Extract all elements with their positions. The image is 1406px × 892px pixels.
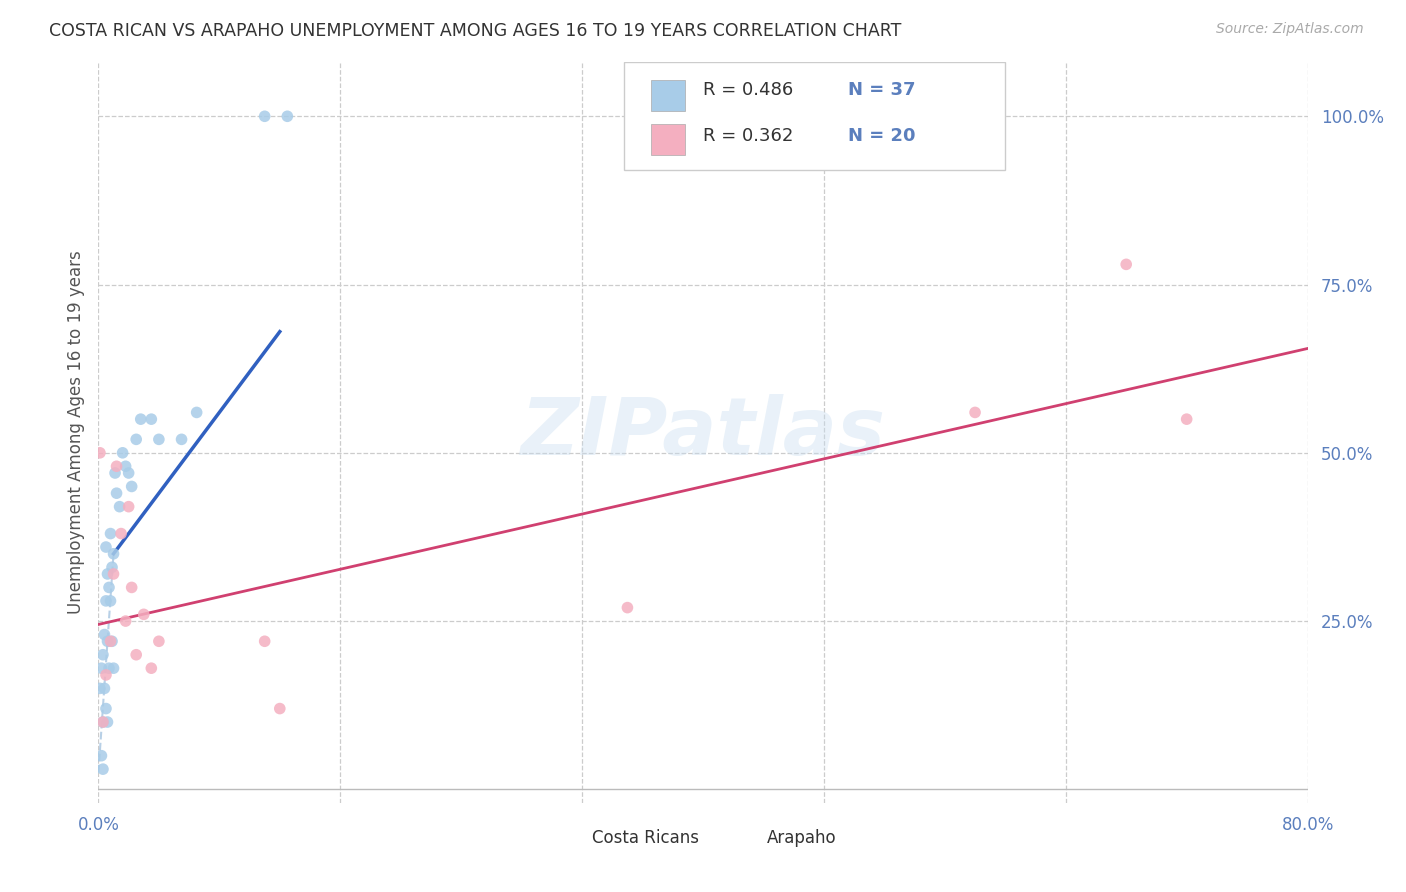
Point — [148, 634, 170, 648]
Point — [1175, 412, 1198, 426]
Point — [965, 405, 987, 419]
Point — [98, 581, 121, 595]
Text: N = 37: N = 37 — [848, 81, 915, 99]
Point — [93, 681, 115, 696]
Text: N = 20: N = 20 — [848, 128, 915, 145]
Point — [141, 412, 163, 426]
Text: R = 0.486: R = 0.486 — [703, 81, 793, 99]
Point — [114, 614, 136, 628]
Point — [125, 648, 148, 662]
Point — [101, 634, 124, 648]
Point — [91, 714, 114, 729]
FancyBboxPatch shape — [651, 80, 685, 112]
Point — [148, 433, 170, 447]
Point — [94, 594, 117, 608]
FancyBboxPatch shape — [624, 62, 1005, 169]
Text: Source: ZipAtlas.com: Source: ZipAtlas.com — [1216, 22, 1364, 37]
Point — [89, 446, 111, 460]
Text: COSTA RICAN VS ARAPAHO UNEMPLOYMENT AMONG AGES 16 TO 19 YEARS CORRELATION CHART: COSTA RICAN VS ARAPAHO UNEMPLOYMENT AMON… — [49, 22, 901, 40]
Point — [89, 681, 111, 696]
Point — [111, 446, 134, 460]
Text: Costa Ricans: Costa Ricans — [592, 829, 699, 847]
Point — [103, 547, 125, 561]
Point — [170, 433, 193, 447]
Point — [132, 607, 155, 622]
Point — [103, 661, 125, 675]
Point — [94, 540, 117, 554]
Point — [105, 459, 128, 474]
Point — [103, 566, 125, 581]
Point — [253, 109, 276, 123]
Point — [100, 526, 122, 541]
Point — [129, 412, 152, 426]
Text: ZIPatlas: ZIPatlas — [520, 393, 886, 472]
Point — [108, 500, 131, 514]
FancyBboxPatch shape — [651, 124, 685, 155]
Point — [121, 479, 143, 493]
Point — [94, 668, 117, 682]
Point — [121, 581, 143, 595]
Point — [616, 600, 638, 615]
Point — [1115, 257, 1137, 271]
Point — [91, 762, 114, 776]
Point — [253, 634, 276, 648]
Point — [104, 466, 127, 480]
Y-axis label: Unemployment Among Ages 16 to 19 years: Unemployment Among Ages 16 to 19 years — [66, 251, 84, 615]
Point — [269, 701, 291, 715]
Point — [96, 634, 118, 648]
Text: Arapaho: Arapaho — [768, 829, 837, 847]
Point — [114, 459, 136, 474]
Point — [94, 701, 117, 715]
Point — [118, 466, 141, 480]
Point — [96, 714, 118, 729]
Point — [110, 526, 132, 541]
FancyBboxPatch shape — [734, 822, 759, 851]
Point — [100, 634, 122, 648]
Point — [98, 661, 121, 675]
Point — [276, 109, 298, 123]
Point — [186, 405, 208, 419]
Point — [91, 714, 114, 729]
Point — [101, 560, 124, 574]
Point — [90, 661, 112, 675]
Text: R = 0.362: R = 0.362 — [703, 128, 793, 145]
Point — [141, 661, 163, 675]
Point — [90, 748, 112, 763]
Point — [118, 500, 141, 514]
Point — [96, 566, 118, 581]
FancyBboxPatch shape — [558, 822, 585, 851]
Point — [125, 433, 148, 447]
Point — [100, 594, 122, 608]
Point — [105, 486, 128, 500]
Point — [93, 627, 115, 641]
Point — [91, 648, 114, 662]
